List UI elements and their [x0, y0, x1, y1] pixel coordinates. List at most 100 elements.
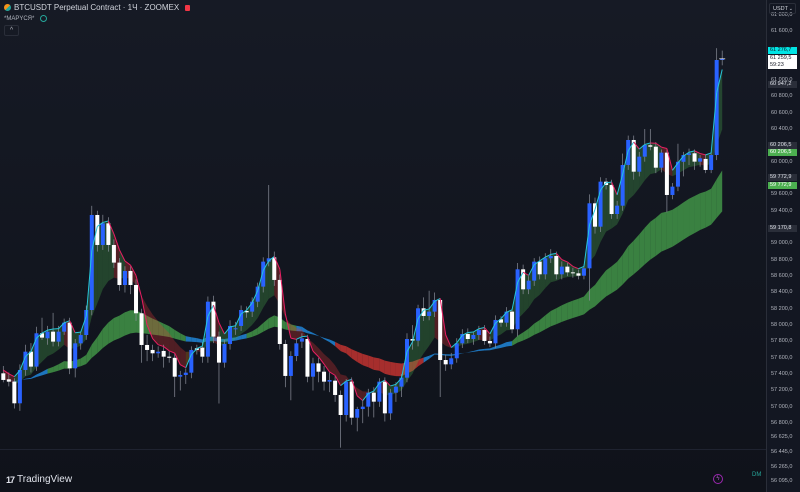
bull-candle [404, 339, 409, 378]
fast-ma-segment [235, 313, 242, 326]
slow-band-segment [578, 296, 584, 317]
pane-separator[interactable] [0, 449, 766, 450]
bull-candle [637, 156, 642, 172]
flag-icon[interactable] [185, 4, 191, 11]
bear-candle [371, 392, 376, 402]
slow-band-segment [235, 335, 242, 341]
trend-cloud-segment [423, 309, 430, 354]
slow-band-segment [390, 361, 396, 377]
fast-ma-segment [240, 309, 247, 315]
slow-band-segment [373, 357, 380, 371]
fast-ma-segment [600, 182, 607, 191]
bull-candle [266, 258, 271, 262]
fast-ma-segment [500, 311, 507, 320]
fast-ma-segment [688, 150, 695, 153]
slow-band-segment [58, 361, 65, 371]
fast-ma-segment [583, 224, 590, 267]
slow-band-segment [617, 254, 623, 290]
bull-candle [620, 164, 625, 206]
slow-band-segment [418, 357, 424, 367]
bear-candle [139, 313, 144, 345]
bear-candle [316, 363, 321, 372]
fast-ma-segment [445, 334, 452, 348]
fast-ma-segment [351, 379, 358, 397]
currency-dropdown[interactable]: USDT ⌄ [769, 3, 796, 14]
bull-candle [543, 258, 548, 275]
bear-candle [51, 331, 56, 342]
fast-ma-segment [201, 316, 209, 347]
bear-candle [438, 299, 443, 361]
symbol-legend[interactable]: BTCUSDT Perpetual Contract · 1Ч · ZOOMEX [4, 3, 191, 12]
price-tick-label: 61 600,0 [771, 28, 793, 34]
bull-candle [598, 181, 603, 227]
fast-ma-segment [478, 327, 485, 330]
fast-ma-segment [58, 322, 65, 329]
collapse-legend-button[interactable]: ^ [4, 25, 19, 36]
fast-ma-segment [169, 350, 175, 354]
price-tick-label: 59 000,0 [771, 240, 793, 247]
slow-band-segment [174, 329, 181, 341]
slow-band-segment [683, 198, 690, 240]
fast-ma-segment [346, 378, 352, 382]
trend-cloud-segment [180, 347, 186, 368]
slow-band-segment [412, 359, 419, 372]
tradingview-logo[interactable]: 17 TradingView [6, 474, 72, 485]
fast-ma-segment [638, 144, 646, 150]
slow-band-segment [556, 305, 562, 325]
fast-ma-segment [428, 301, 436, 310]
slow-band-segment [677, 202, 684, 244]
trend-cloud-segment [158, 321, 164, 347]
bull-candle [388, 392, 393, 414]
fast-ma-segment [257, 270, 264, 291]
fast-ma-segment [102, 220, 109, 223]
fast-ma-segment [368, 390, 375, 395]
fast-ma-segment [273, 256, 281, 270]
fast-ma-segment [506, 309, 513, 313]
bar-countdown: 59:23 [770, 62, 784, 68]
bear-candle [277, 279, 282, 344]
slow-band-segment [689, 196, 695, 237]
trend-cloud-segment [290, 324, 297, 340]
fast-ma-segment [462, 332, 469, 336]
bear-candle [1, 373, 6, 380]
fast-ma-segment [306, 335, 314, 352]
slow-band-segment [97, 328, 103, 354]
fast-ma-segment [63, 320, 70, 324]
bear-candle [554, 256, 559, 275]
indicator-visibility-icon[interactable] [40, 15, 48, 22]
bull-candle [355, 409, 360, 418]
bear-candle [576, 273, 581, 276]
fast-ma-segment [69, 320, 76, 334]
fast-ma-segment [456, 334, 463, 344]
fast-ma-segment [36, 332, 43, 339]
trend-cloud-segment [163, 327, 170, 351]
slow-band-segment [600, 270, 607, 302]
bear-candle [283, 343, 288, 376]
bull-candle [34, 333, 39, 367]
bear-candle [521, 269, 526, 290]
slow-band-segment [246, 331, 253, 339]
price-level-badge: 60 947,2 [768, 81, 797, 88]
slow-band-segment [512, 335, 518, 346]
symbol-title: BTCUSDT Perpetual Contract · 1Ч · ZOOMEX [14, 3, 180, 12]
bull-candle [250, 301, 255, 312]
bull-candle [670, 186, 675, 195]
fast-ma-segment [229, 325, 236, 328]
fast-ma-segment [572, 265, 579, 270]
lightning-icon[interactable]: ϟ [713, 474, 723, 484]
fast-ma-segment [561, 259, 568, 263]
dm-label[interactable]: DM [752, 472, 762, 478]
bull-candle [454, 343, 459, 359]
slow-band-segment [158, 321, 164, 337]
slow-band-segment [86, 344, 92, 364]
fast-ma-segment [246, 302, 253, 311]
indicator-legend[interactable]: *MAPYCЯ* [4, 15, 48, 22]
bear-candle [322, 371, 327, 382]
price-chart[interactable] [0, 0, 766, 449]
bull-candle [471, 335, 476, 340]
price-tick-label: 56 800,0 [771, 420, 793, 427]
price-tick-label: 61 800,0 [771, 11, 793, 18]
fast-ma-segment [174, 352, 181, 365]
bear-candle [465, 334, 470, 340]
fast-ma-segment [279, 269, 286, 314]
